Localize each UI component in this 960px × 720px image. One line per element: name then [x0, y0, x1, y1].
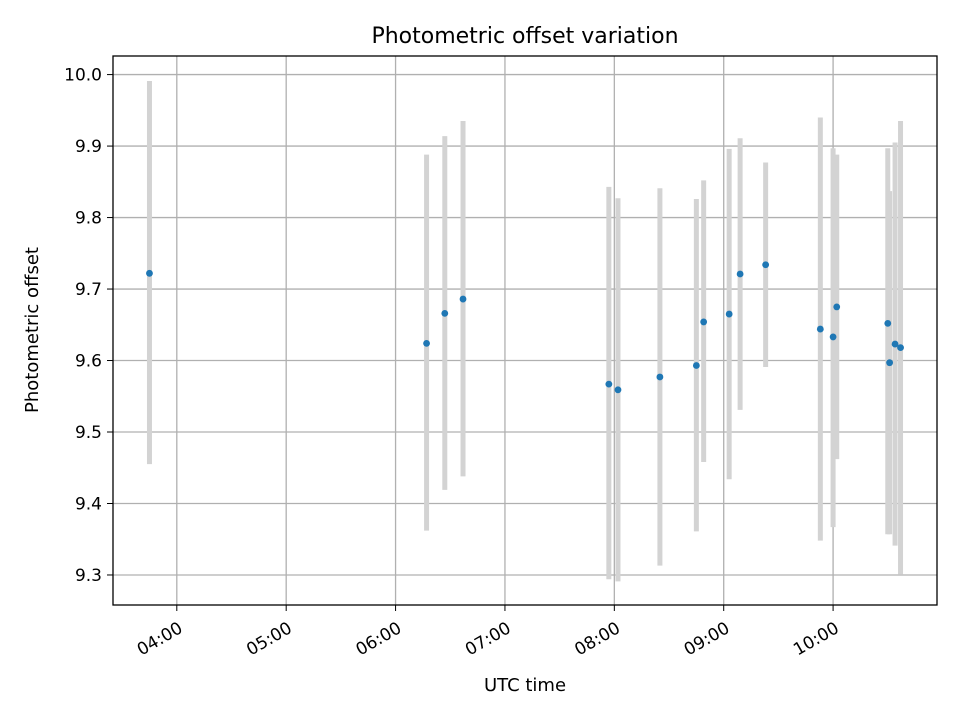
x-axis-label: UTC time — [484, 675, 566, 696]
y-tick-label: 9.4 — [75, 494, 102, 514]
data-point — [605, 380, 613, 388]
data-point — [146, 269, 153, 277]
y-tick-label: 9.7 — [75, 280, 102, 300]
y-tick-label: 10.0 — [64, 66, 102, 86]
data-point — [736, 270, 744, 278]
data-point — [829, 333, 837, 341]
data-point — [762, 261, 770, 269]
plot-frame — [112, 55, 938, 606]
point-layer — [146, 261, 904, 394]
data-point — [833, 303, 841, 311]
data-point — [891, 340, 899, 348]
data-point — [700, 318, 708, 326]
data-point — [656, 373, 664, 381]
data-point — [423, 339, 430, 347]
y-tick-label: 9.9 — [75, 137, 102, 157]
x-tick-label: 09:00 — [681, 618, 733, 660]
data-point — [441, 309, 449, 317]
x-tick-label: 10:00 — [790, 618, 842, 660]
y-tick-label: 9.3 — [75, 566, 102, 586]
chart-title: Photometric offset variation — [371, 24, 678, 49]
y-tick-label: 9.8 — [75, 209, 102, 229]
data-point — [459, 295, 467, 303]
errorbar-layer — [146, 81, 904, 582]
data-point — [725, 310, 733, 318]
data-point — [692, 362, 700, 369]
tick-layer: 04:00 05:00 06:00 07:00 08:00 09:00 10:00 10.0 9… — [64, 66, 842, 661]
y-tick-label: 9.6 — [75, 352, 102, 372]
x-tick-label: 05:00 — [243, 618, 295, 660]
x-tick-label: 04:00 — [134, 618, 186, 660]
grid-layer — [113, 56, 937, 605]
data-point — [816, 325, 824, 333]
x-tick-label: 06:00 — [353, 618, 405, 660]
data-point — [884, 319, 892, 327]
y-tick-label: 9.5 — [75, 423, 102, 443]
data-point — [897, 344, 904, 352]
x-tick-label: 07:00 — [462, 618, 514, 660]
data-point — [614, 386, 622, 394]
data-point — [886, 359, 894, 367]
y-axis-label: Photometric offset — [22, 247, 43, 413]
x-tick-label: 08:00 — [571, 618, 623, 660]
